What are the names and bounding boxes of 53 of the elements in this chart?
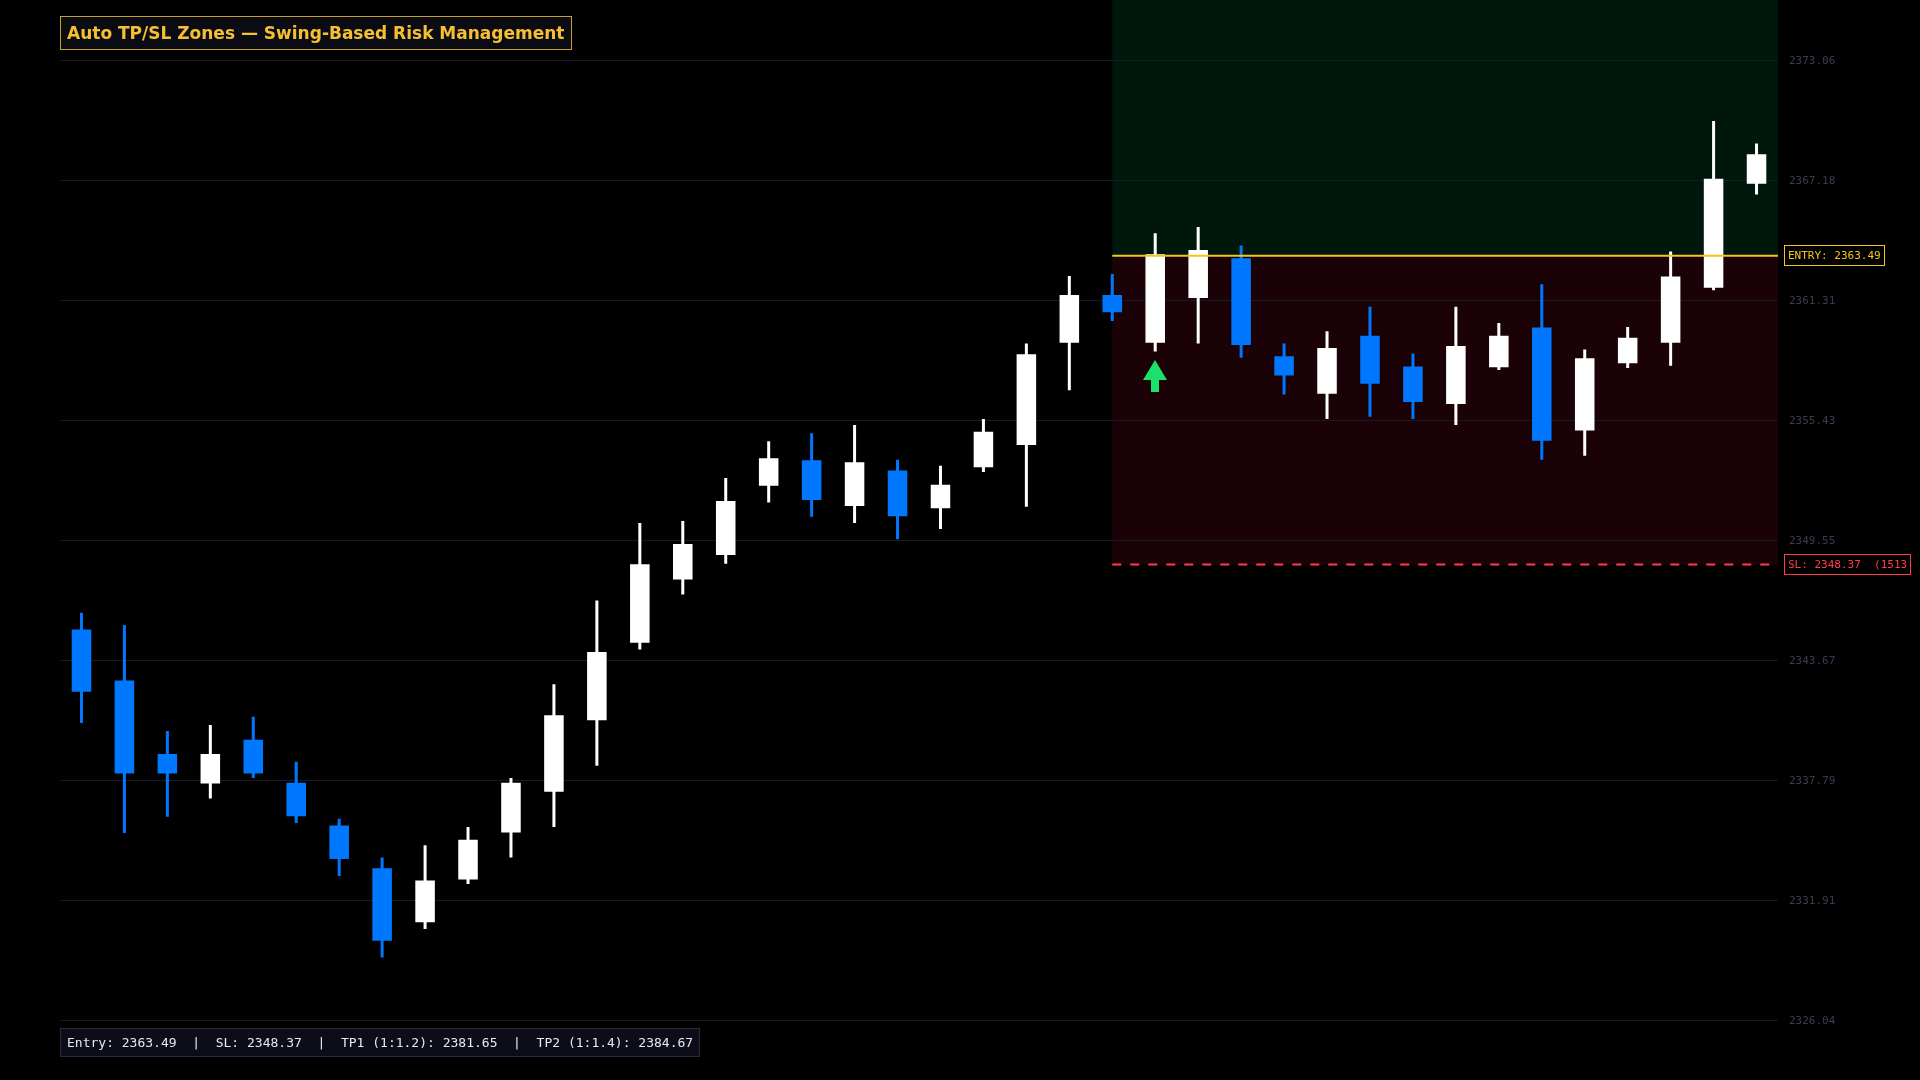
candlestick <box>930 465 951 530</box>
y-tick-label: 2326.04 <box>1789 1013 1836 1027</box>
candlestick <box>1574 349 1595 456</box>
candlestick <box>801 433 822 517</box>
candlestick <box>758 441 779 503</box>
candlestick <box>501 778 521 858</box>
candlestick <box>1016 343 1037 507</box>
candlestick <box>458 826 478 885</box>
y-tick-label: 2331.91 <box>1789 894 1836 908</box>
candlestick <box>673 520 693 595</box>
candlestick <box>1446 306 1466 426</box>
candlestick <box>200 724 221 799</box>
candlestick <box>1102 274 1123 321</box>
candlestick <box>243 716 264 779</box>
candlestick <box>1188 227 1208 344</box>
candlestick <box>1360 306 1380 417</box>
candlestick <box>887 459 908 540</box>
candlestick <box>1403 353 1423 419</box>
candlestick <box>1317 331 1337 419</box>
candlestick <box>844 425 865 523</box>
y-tick-label: 2361.31 <box>1789 294 1836 308</box>
candlestick <box>329 818 349 876</box>
candlestick <box>1660 251 1681 366</box>
candlestick <box>587 600 607 766</box>
y-tick-label: 2337.79 <box>1789 774 1836 788</box>
ref-line-label: ENTRY: 2363.49 <box>1788 249 1881 262</box>
candlestick <box>71 612 92 723</box>
candlestick <box>1532 284 1552 460</box>
candlestick <box>1145 233 1165 352</box>
ref-line-label: SL: 2348.37 (1513 <box>1788 558 1908 571</box>
text: Auto TP/SL Zones — Swing-Based Risk Management <box>67 23 565 43</box>
y-tick-label: 2349.55 <box>1789 534 1836 548</box>
candlestick <box>973 418 994 472</box>
y-tick-label: 2373.06 <box>1789 54 1836 68</box>
y-tick-label: 2367.18 <box>1789 174 1836 188</box>
candlestick <box>544 684 564 827</box>
candlestick <box>415 845 435 930</box>
candlestick <box>114 624 135 834</box>
candlestick <box>372 857 392 958</box>
y-tick-label: 2355.43 <box>1789 414 1836 428</box>
candlestick <box>630 522 650 650</box>
candlestick <box>1274 343 1294 395</box>
candlestick <box>157 731 178 817</box>
candlestick <box>1059 276 1080 391</box>
candlestick <box>1231 245 1251 358</box>
candlestick <box>1703 121 1724 291</box>
y-tick-label: 2343.67 <box>1789 654 1836 668</box>
candlestick <box>1746 143 1767 195</box>
candlestick <box>286 761 306 823</box>
candlestick <box>715 478 736 564</box>
candlestick <box>1617 327 1638 368</box>
candlestick <box>1489 323 1509 370</box>
annotation: Entry: 2363.49 | SL: 2348.37 | TP1 (1:1.2): 2381.65 | TP2 (1:1.4): 2384.67 <box>67 1035 694 1050</box>
